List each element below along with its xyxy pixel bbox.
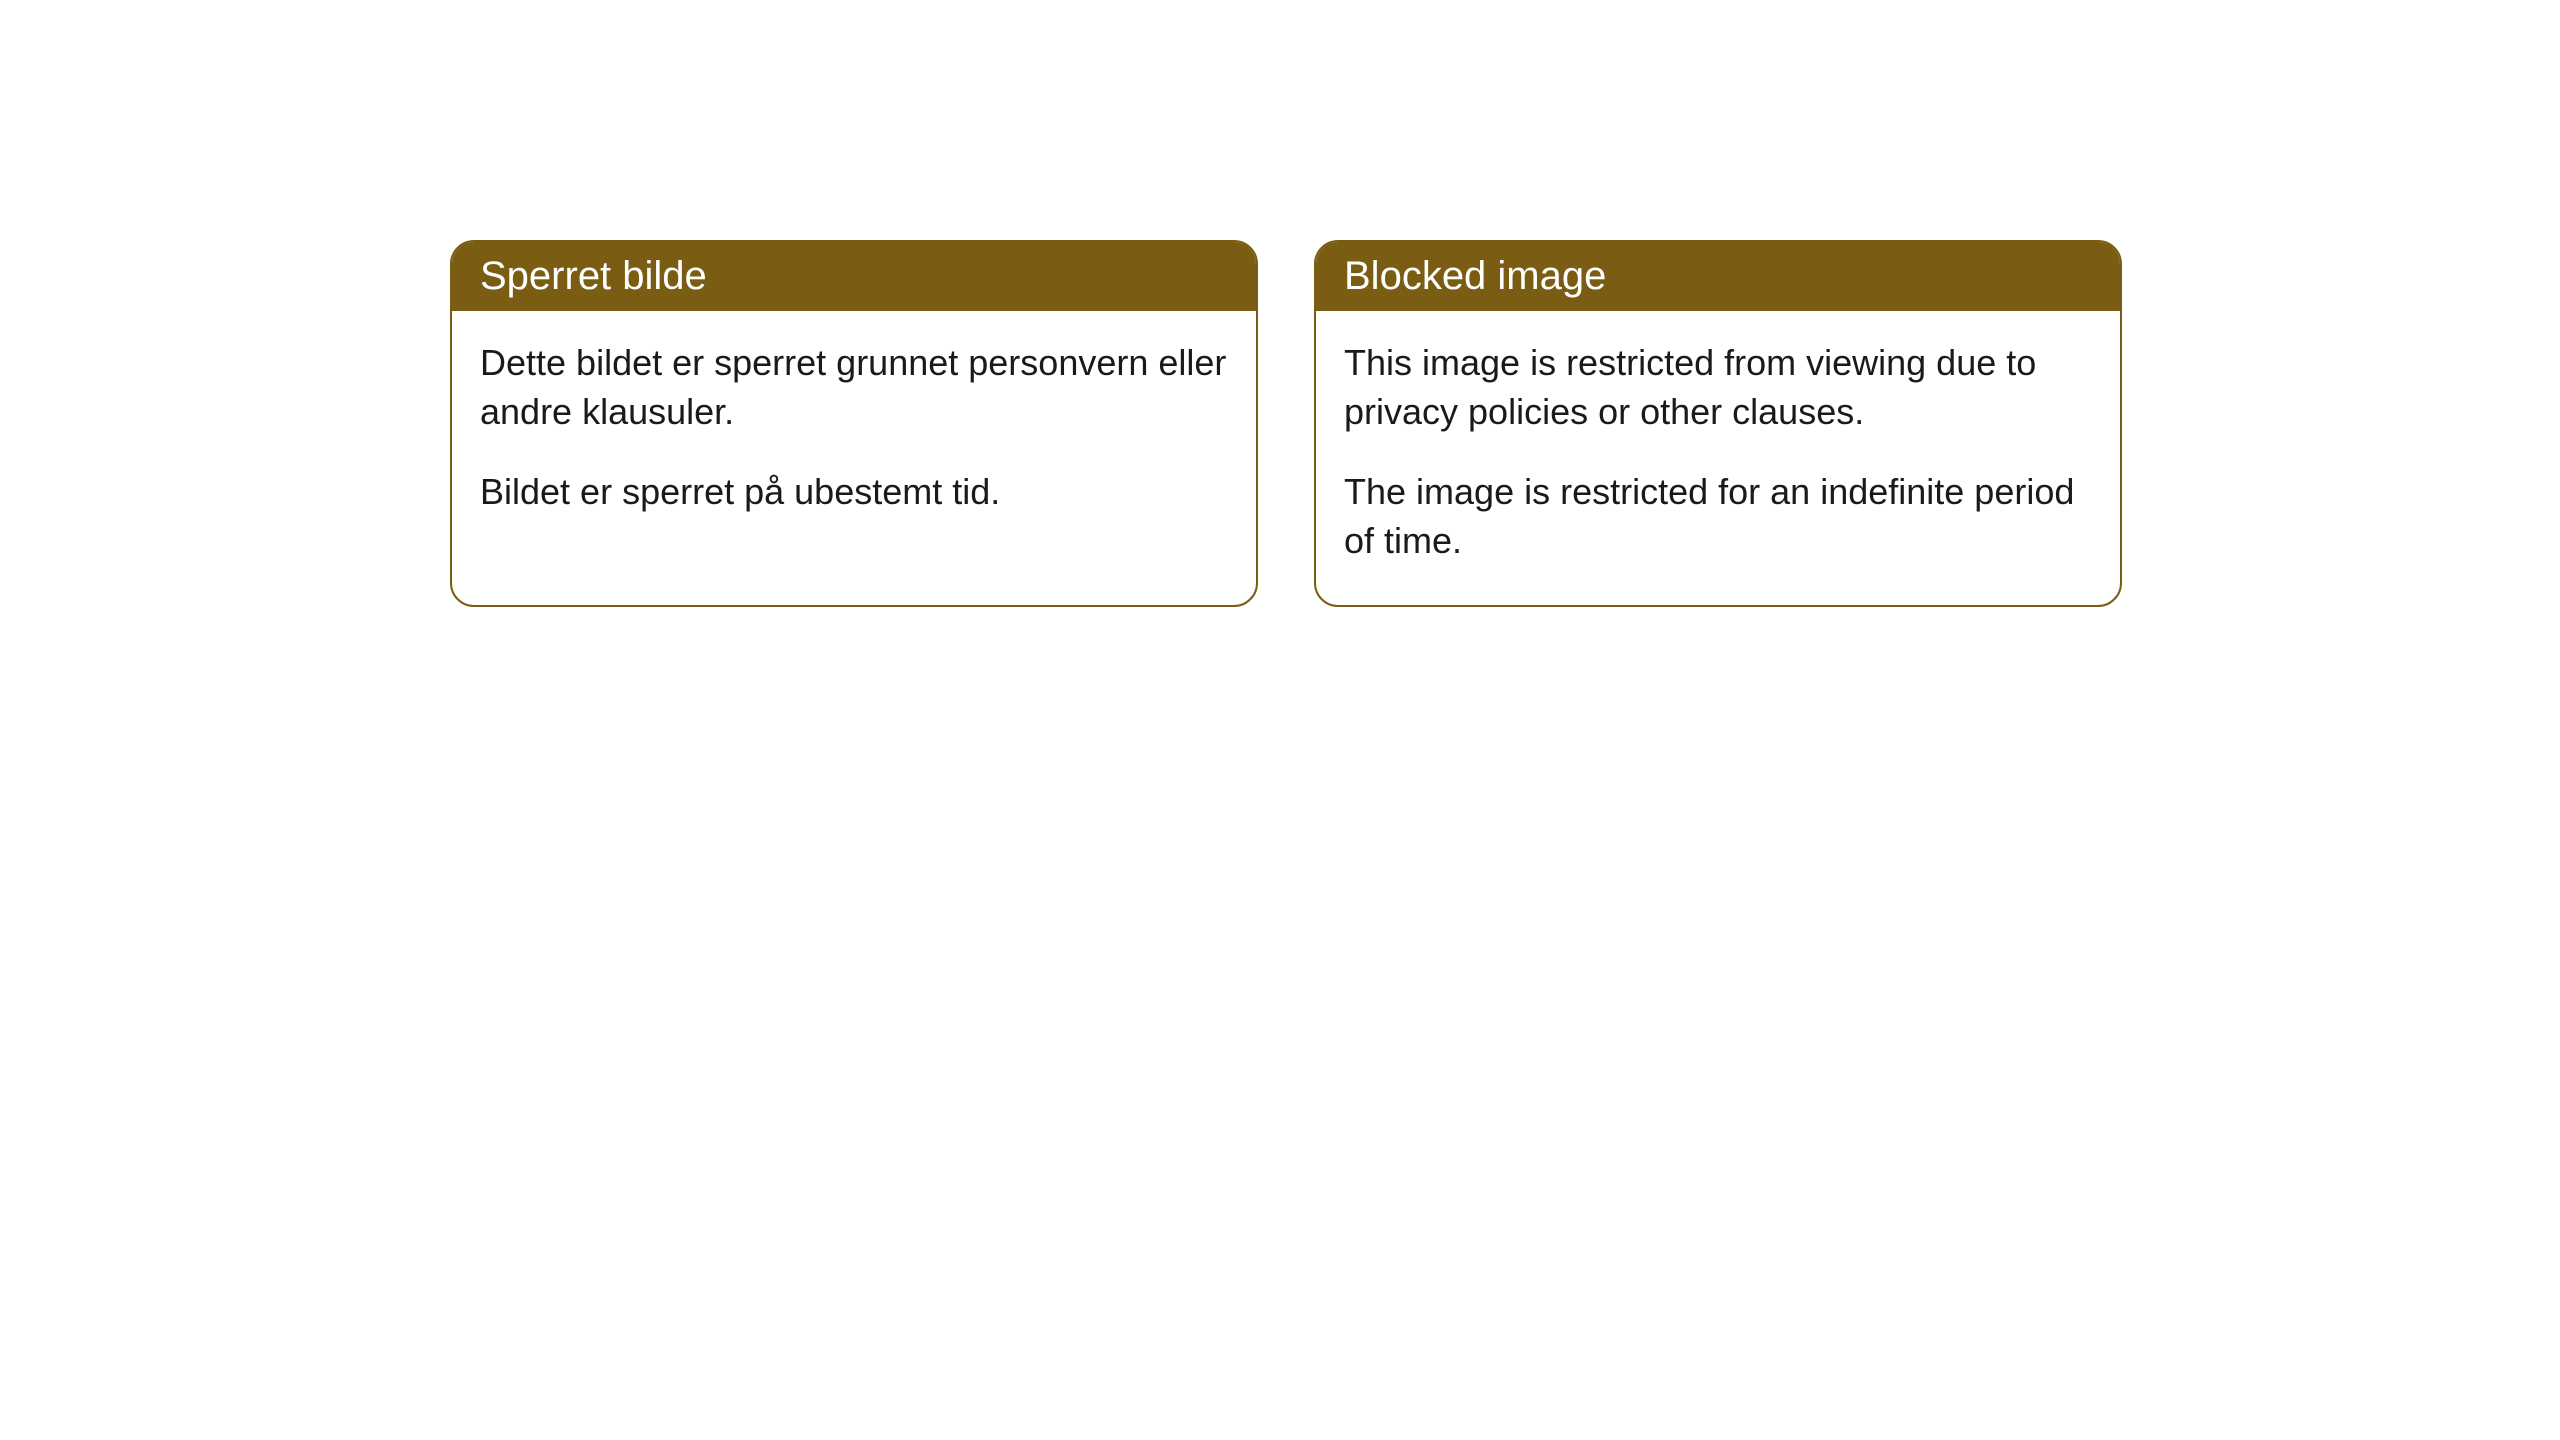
blocked-image-card-en: Blocked image This image is restricted f…: [1314, 240, 2122, 607]
card-title-no: Sperret bilde: [480, 254, 707, 298]
card-paragraph1-no: Dette bildet er sperret grunnet personve…: [480, 339, 1228, 436]
card-header-no: Sperret bilde: [452, 242, 1256, 311]
card-title-en: Blocked image: [1344, 254, 1606, 298]
card-paragraph1-en: This image is restricted from viewing du…: [1344, 339, 2092, 436]
card-paragraph2-no: Bildet er sperret på ubestemt tid.: [480, 468, 1228, 517]
notice-cards-container: Sperret bilde Dette bildet er sperret gr…: [450, 240, 2122, 607]
card-header-en: Blocked image: [1316, 242, 2120, 311]
card-paragraph2-en: The image is restricted for an indefinit…: [1344, 468, 2092, 565]
card-body-no: Dette bildet er sperret grunnet personve…: [452, 311, 1256, 557]
blocked-image-card-no: Sperret bilde Dette bildet er sperret gr…: [450, 240, 1258, 607]
card-body-en: This image is restricted from viewing du…: [1316, 311, 2120, 605]
